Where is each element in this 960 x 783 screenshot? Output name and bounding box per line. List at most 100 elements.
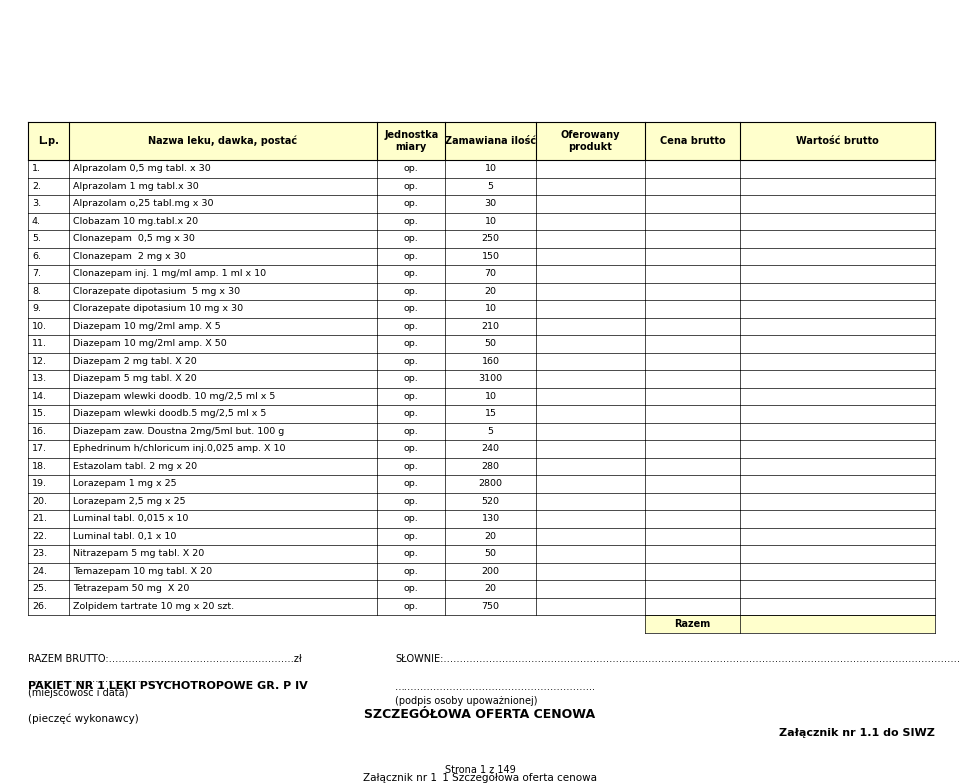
Text: RAZEM BRUTTO:…………………………………………………zł: RAZEM BRUTTO:…………………………………………………zł [28,655,301,665]
Text: Jednostka
miary: Jednostka miary [384,130,439,152]
Text: Razem: Razem [674,619,710,629]
Text: Clonazepam inj. 1 mg/ml amp. 1 ml x 10: Clonazepam inj. 1 mg/ml amp. 1 ml x 10 [73,269,266,278]
Text: 520: 520 [482,496,499,506]
Text: Diazepam wlewki doodb.5 mg/2,5 ml x 5: Diazepam wlewki doodb.5 mg/2,5 ml x 5 [73,410,266,418]
Text: op.: op. [404,182,419,191]
Text: 12.: 12. [32,357,47,366]
Text: 15.: 15. [32,410,47,418]
Text: (pieczęć wykonawcy): (pieczęć wykonawcy) [28,713,139,723]
Text: Tetrazepam 50 mg  X 20: Tetrazepam 50 mg X 20 [73,584,189,594]
Text: Diazepam 10 mg/2ml amp. X 5: Diazepam 10 mg/2ml amp. X 5 [73,322,221,330]
Text: Clorazepate dipotasium 10 mg x 30: Clorazepate dipotasium 10 mg x 30 [73,305,243,313]
Text: Załącznik nr 1_1 Szczegółowa oferta cenowa: Załącznik nr 1_1 Szczegółowa oferta ceno… [363,773,597,783]
Text: 10: 10 [485,305,496,313]
Text: 1.: 1. [32,164,41,173]
Text: op.: op. [404,392,419,401]
Text: op.: op. [404,164,419,173]
Text: Diazepam wlewki doodb. 10 mg/2,5 ml x 5: Diazepam wlewki doodb. 10 mg/2,5 ml x 5 [73,392,276,401]
Text: op.: op. [404,532,419,541]
Text: Alprazolam o,25 tabl.mg x 30: Alprazolam o,25 tabl.mg x 30 [73,199,213,208]
Text: op.: op. [404,444,419,453]
Text: op.: op. [404,374,419,383]
Text: 3100: 3100 [478,374,503,383]
Text: ……………………………………………………..: …………………………………………………….. [395,683,596,692]
Text: Zamawiana ilość: Zamawiana ilość [445,136,536,146]
Text: 5.: 5. [32,234,41,244]
Text: Diazepam 5 mg tabl. X 20: Diazepam 5 mg tabl. X 20 [73,374,197,383]
Text: Temazepam 10 mg tabl. X 20: Temazepam 10 mg tabl. X 20 [73,567,212,576]
Text: 150: 150 [482,252,499,261]
Bar [28,122,935,160]
Text: 9.: 9. [32,305,41,313]
Text: 15: 15 [485,410,496,418]
Text: 2.: 2. [32,182,41,191]
Text: 2800: 2800 [479,479,503,489]
Text: 26.: 26. [32,602,47,611]
Text: 18.: 18. [32,462,47,471]
Text: op.: op. [404,269,419,278]
Text: op.: op. [404,357,419,366]
Bar [740,615,935,633]
Text: 10: 10 [485,392,496,401]
Text: 10.: 10. [32,322,47,330]
Text: op.: op. [404,584,419,594]
Text: 160: 160 [482,357,499,366]
Text: op.: op. [404,305,419,313]
Text: op.: op. [404,479,419,489]
Text: 30: 30 [485,199,496,208]
Text: Diazepam zaw. Doustna 2mg/5ml but. 100 g: Diazepam zaw. Doustna 2mg/5ml but. 100 g [73,427,284,436]
Text: Clonazepam  2 mg x 30: Clonazepam 2 mg x 30 [73,252,185,261]
Text: Clonazepam  0,5 mg x 30: Clonazepam 0,5 mg x 30 [73,234,195,244]
Text: 8.: 8. [32,287,41,296]
Text: 20: 20 [485,532,496,541]
Text: Oferowany
produkt: Oferowany produkt [561,130,620,152]
Text: L.p.: L.p. [38,136,59,146]
Text: Wartość brutto: Wartość brutto [796,136,878,146]
Text: 240: 240 [482,444,499,453]
Text: 7.: 7. [32,269,41,278]
Text: 70: 70 [485,269,496,278]
Text: 11.: 11. [32,339,47,348]
Text: Clorazepate dipotasium  5 mg x 30: Clorazepate dipotasium 5 mg x 30 [73,287,240,296]
Text: Luminal tabl. 0,1 x 10: Luminal tabl. 0,1 x 10 [73,532,177,541]
Text: Diazepam 10 mg/2ml amp. X 50: Diazepam 10 mg/2ml amp. X 50 [73,339,227,348]
Text: 210: 210 [482,322,499,330]
Text: Strona 1 z 149: Strona 1 z 149 [444,765,516,775]
Text: 17.: 17. [32,444,47,453]
Text: op.: op. [404,322,419,330]
Text: Lorazepam 1 mg x 25: Lorazepam 1 mg x 25 [73,479,177,489]
Text: Luminal tabl. 0,015 x 10: Luminal tabl. 0,015 x 10 [73,514,188,523]
Text: Alprazolam 1 mg tabl.x 30: Alprazolam 1 mg tabl.x 30 [73,182,199,191]
Text: 20.: 20. [32,496,47,506]
Text: (miejscowość i data): (miejscowość i data) [28,687,129,698]
Text: 10: 10 [485,164,496,173]
Text: 20: 20 [485,287,496,296]
Text: Diazepam 2 mg tabl. X 20: Diazepam 2 mg tabl. X 20 [73,357,197,366]
Text: op.: op. [404,496,419,506]
Text: 22.: 22. [32,532,47,541]
Text: Lorazepam 2,5 mg x 25: Lorazepam 2,5 mg x 25 [73,496,185,506]
Text: 250: 250 [482,234,499,244]
Text: Zolpidem tartrate 10 mg x 20 szt.: Zolpidem tartrate 10 mg x 20 szt. [73,602,234,611]
Text: 14.: 14. [32,392,47,401]
Text: (podpis osoby upoważnionej): (podpis osoby upoważnionej) [395,695,538,705]
Text: op.: op. [404,410,419,418]
Text: Załącznik nr 1.1 do SIWZ: Załącznik nr 1.1 do SIWZ [780,728,935,738]
Text: 13.: 13. [32,374,47,383]
Text: Alprazolam 0,5 mg tabl. x 30: Alprazolam 0,5 mg tabl. x 30 [73,164,210,173]
Text: 4.: 4. [32,217,41,226]
Text: 50: 50 [485,549,496,558]
Text: op.: op. [404,199,419,208]
Text: op.: op. [404,427,419,436]
Text: op.: op. [404,287,419,296]
Text: 16.: 16. [32,427,47,436]
Text: PAKIET NR 1 LEKI PSYCHOTROPOWE GR. P IV: PAKIET NR 1 LEKI PSYCHOTROPOWE GR. P IV [28,681,308,691]
Text: Clobazam 10 mg.tabl.x 20: Clobazam 10 mg.tabl.x 20 [73,217,198,226]
Text: ………………………………………..: ……………………………………….. [28,674,180,684]
Text: 200: 200 [482,567,499,576]
Text: op.: op. [404,549,419,558]
Text: 5: 5 [488,182,493,191]
Text: Nazwa leku, dawka, postać: Nazwa leku, dawka, postać [149,135,298,146]
Text: 20: 20 [485,584,496,594]
Text: SZCZEGÓŁOWA OFERTA CENOWA: SZCZEGÓŁOWA OFERTA CENOWA [365,708,595,721]
